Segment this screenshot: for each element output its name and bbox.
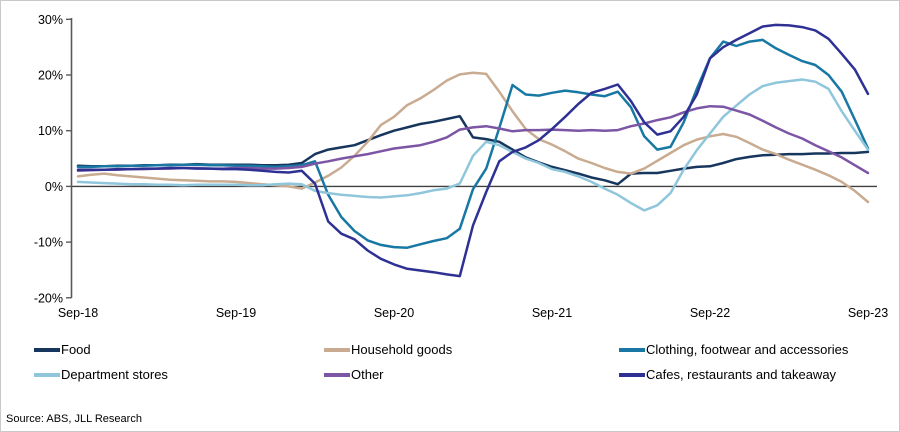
legend-item-cafes-restaurants-and-takeaway: Cafes, restaurants and takeaway: [619, 367, 836, 383]
legend-swatch-household-goods: [324, 348, 350, 352]
series-line-department-stores: [76, 78, 870, 212]
legend-item-department-stores: Department stores: [34, 367, 168, 383]
y-tick-label: -10%: [34, 236, 63, 250]
y-tick-label: -20%: [34, 291, 63, 305]
legend-swatch-department-stores: [34, 373, 60, 377]
legend-swatch-food: [34, 348, 60, 352]
legend-label-department-stores: Department stores: [61, 367, 168, 382]
y-tick-label: 10%: [38, 124, 63, 138]
legend-swatch-other: [324, 373, 350, 377]
series-line-clothing-footwear-and-accessories: [76, 38, 870, 249]
legend-item-household-goods: Household goods: [324, 342, 452, 358]
legend-swatch-cafes-restaurants-and-takeaway: [619, 373, 645, 377]
legend-item-food: Food: [34, 342, 91, 358]
x-tick-label: Sep-21: [532, 306, 572, 320]
series-line-cafes-restaurants-and-takeaway: [76, 23, 870, 278]
x-tick-label: Sep-19: [216, 306, 256, 320]
series-line-household-goods: [76, 71, 870, 204]
legend-label-clothing-footwear-and-accessories: Clothing, footwear and accessories: [646, 342, 849, 357]
legend-label-household-goods: Household goods: [351, 342, 453, 357]
legend-swatch-clothing-footwear-and-accessories: [619, 348, 645, 352]
x-tick-label: Sep-23: [848, 306, 888, 320]
x-tick-label: Sep-18: [58, 306, 98, 320]
source-note: Source: ABS, JLL Research: [6, 413, 142, 425]
y-tick-label: 0%: [45, 180, 63, 194]
x-tick-label: Sep-22: [690, 306, 730, 320]
x-tick-label: Sep-20: [374, 306, 414, 320]
line-chart-plot: 30% 20% 10% 0% -10% -20%Sep-18 Sep-19 Sep-20 Sep…: [34, 13, 888, 320]
legend-item-other: Other: [324, 367, 384, 383]
y-tick-label: 20%: [38, 69, 63, 83]
legend-label-other: Other: [351, 367, 384, 382]
y-tick-label: 30%: [38, 13, 63, 27]
legend-label-cafes-restaurants-and-takeaway: Cafes, restaurants and takeaway: [646, 367, 837, 382]
legend-item-clothing-footwear-and-accessories: Clothing, footwear and accessories: [619, 342, 848, 358]
legend-label-food: Food: [61, 342, 91, 357]
